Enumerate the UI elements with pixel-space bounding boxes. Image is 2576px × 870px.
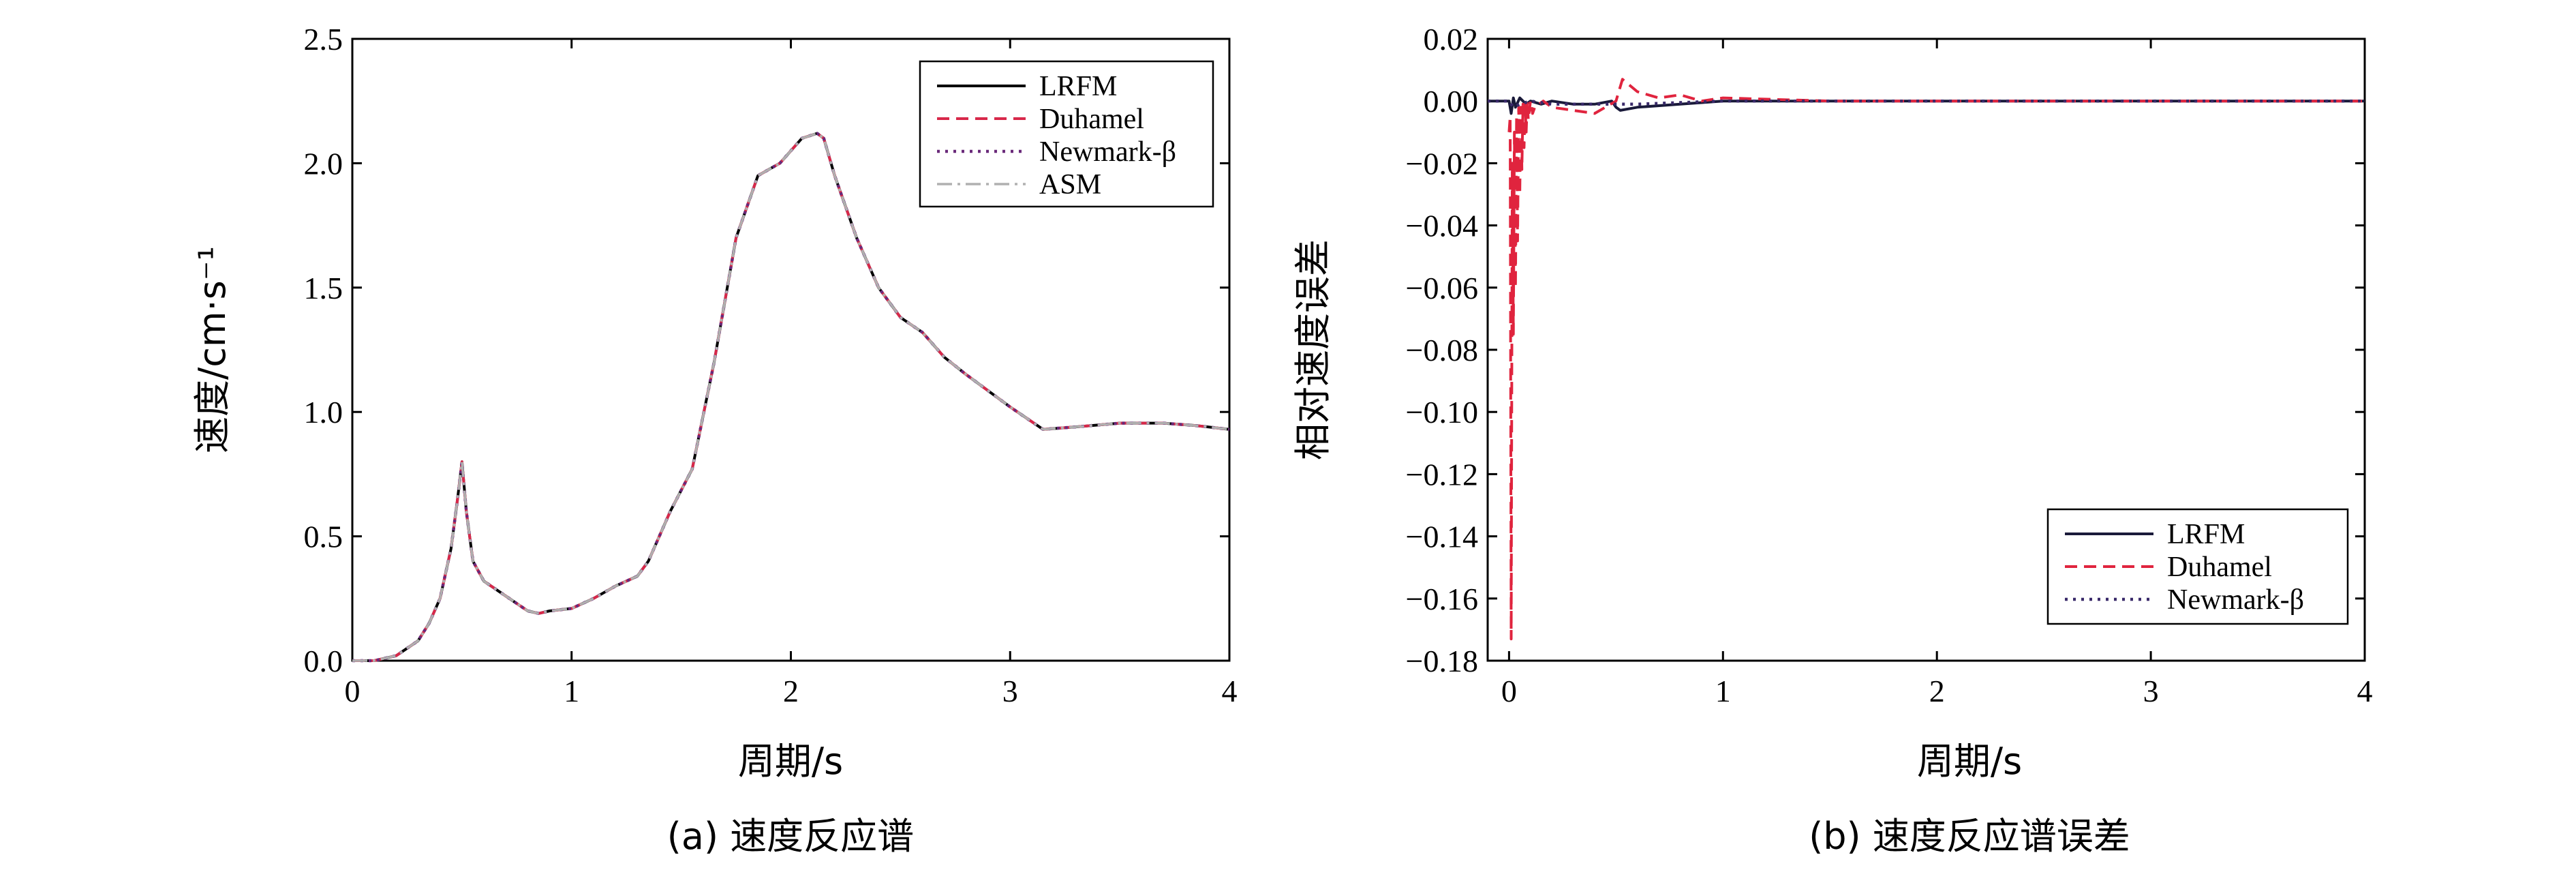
x-tick-label: 2 xyxy=(783,674,799,708)
b-ylabel: 相对速度误差 xyxy=(1291,239,1334,460)
x-tick-label: 1 xyxy=(564,674,579,708)
y-tick-label: −0.12 xyxy=(1406,457,1478,492)
x-tick-label: 3 xyxy=(2143,674,2159,708)
series-line-newmark- xyxy=(352,132,1230,663)
y-tick-label: −0.08 xyxy=(1406,333,1478,368)
x-tick-label: 0 xyxy=(1501,674,1517,708)
y-tick-label: −0.04 xyxy=(1406,209,1478,243)
y-tick-label: −0.10 xyxy=(1406,395,1478,430)
y-tick-label: 2.5 xyxy=(304,22,343,57)
b-series xyxy=(1488,78,2365,641)
y-tick-label: 0.00 xyxy=(1424,84,1479,119)
x-tick-label: 0 xyxy=(345,674,361,708)
a-ylabel: 速度/cm·s⁻¹ xyxy=(191,246,234,453)
y-tick-label: 1.5 xyxy=(304,271,343,305)
legend-label: LRFM xyxy=(2167,519,2245,550)
x-tick-label: 2 xyxy=(1929,674,1945,708)
y-tick-label: 0.02 xyxy=(1424,22,1479,57)
series-line-asm xyxy=(352,132,1230,662)
x-tick-label: 4 xyxy=(2357,674,2373,708)
y-tick-label: 2.0 xyxy=(304,146,343,181)
y-tick-label: −0.18 xyxy=(1406,644,1478,678)
y-tick-label: 0.0 xyxy=(304,644,343,678)
a-xlabel: 周期/s xyxy=(738,740,843,783)
a-caption: (a) 速度反应谱 xyxy=(667,815,914,858)
legend-label: Duhamel xyxy=(2167,552,2272,583)
y-tick-label: −0.02 xyxy=(1406,146,1478,181)
series-line-newmark- xyxy=(1488,99,2365,109)
y-tick-label: 1.0 xyxy=(304,395,343,430)
x-tick-label: 4 xyxy=(1222,674,1238,708)
legend-label: Newmark-β xyxy=(1039,136,1176,168)
y-tick-label: −0.16 xyxy=(1406,582,1478,616)
a-ticks: 0 1 2 3 4 0.0 0.5 1.0 1.5 2.0 2.5 xyxy=(304,22,1238,708)
a-series xyxy=(352,132,1230,663)
legend-label: LRFM xyxy=(1039,71,1117,102)
x-tick-label: 3 xyxy=(1002,674,1018,708)
b-legend-box xyxy=(2046,508,2349,625)
b-xlabel: 周期/s xyxy=(1917,740,2022,783)
x-tick-label: 1 xyxy=(1715,674,1731,708)
panel-a: 0 1 2 3 4 0.0 0.5 1.0 1.5 2.0 2.5 周期/s 速度/cm·s⁻¹ (… xyxy=(191,22,1238,858)
b-ticks: 0 1 2 3 4 0.02 0.00 −0.02 −0.04 −0.06 −0.08 −0.10 −0… xyxy=(1406,22,2373,708)
legend-label: Newmark-β xyxy=(2167,584,2304,616)
series-line-duhamel xyxy=(1507,78,2365,641)
y-tick-label: −0.06 xyxy=(1406,271,1478,305)
y-tick-label: 0.5 xyxy=(304,520,343,554)
b-caption: (b) 速度反应谱误差 xyxy=(1809,815,2130,858)
y-tick-label: −0.14 xyxy=(1406,520,1478,554)
legend-label: ASM xyxy=(1039,169,1101,200)
panel-b: 0 1 2 3 4 0.02 0.00 −0.02 −0.04 −0.06 −0.08 −0.10 −0… xyxy=(1291,22,2373,858)
legend-label: Duhamel xyxy=(1039,104,1144,135)
